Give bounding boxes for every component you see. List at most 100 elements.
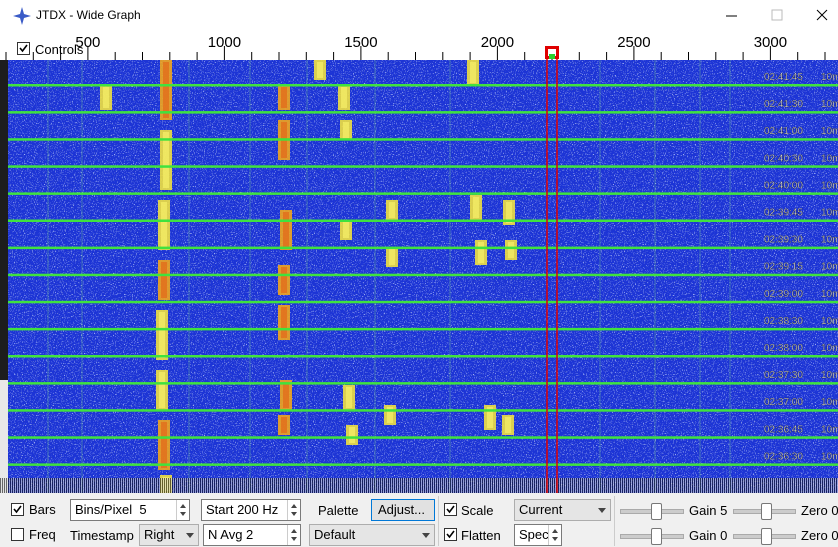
band: 10m: [821, 208, 838, 219]
timestamp: 02:36:30: [764, 451, 803, 462]
adjust-label: Adjust...: [378, 502, 425, 517]
n-avg-value: N Avg 2: [208, 527, 254, 542]
period-line: [8, 409, 838, 412]
scale-checkbox[interactable]: [444, 503, 457, 516]
band: 10m: [821, 153, 838, 164]
timestamp: 02:39:00: [764, 289, 803, 300]
scale-label: 1000: [208, 34, 241, 51]
zero-slider-2[interactable]: [733, 525, 796, 547]
band: 10m: [821, 180, 838, 191]
timestamp: 02:40:30: [764, 153, 803, 164]
band: 10m: [821, 289, 838, 300]
signal-core: [161, 202, 167, 248]
dropdown-arrow: [598, 508, 606, 513]
signal-core: [346, 387, 352, 408]
bins-per-pixel-value: 5: [139, 502, 147, 517]
signal-core: [283, 212, 289, 248]
band: 10m: [821, 370, 838, 381]
spin-arrows[interactable]: [287, 525, 300, 545]
app-icon: [13, 7, 31, 25]
band: 10m: [821, 397, 838, 408]
controls-checkbox[interactable]: [17, 42, 30, 55]
flatten-label: Flatten: [461, 528, 501, 543]
timestamp-combo[interactable]: Right: [139, 524, 199, 546]
bars-checkbox[interactable]: [11, 503, 24, 516]
signal-core: [281, 267, 287, 293]
signal-core: [161, 422, 167, 468]
signal-core: [163, 132, 169, 188]
period-line: [8, 165, 838, 168]
timestamp: 02:40:00: [764, 180, 803, 191]
period-line: [8, 138, 838, 141]
start-value: Start 200 Hz: [206, 502, 279, 517]
separator: [614, 496, 615, 546]
signal-core: [103, 87, 109, 108]
bins-per-pixel-spinbox[interactable]: Bins/Pixel 5: [70, 499, 190, 521]
scale-mode-combo[interactable]: Current: [514, 499, 611, 521]
timestamp: 02:38:30: [764, 316, 803, 327]
period-line: [8, 273, 838, 277]
period-line: [8, 84, 838, 87]
timestamp: 02:41:45: [764, 72, 803, 83]
timestamp: 02:39:30: [764, 235, 803, 246]
n-avg-spinbox[interactable]: N Avg 2: [203, 524, 301, 546]
period-line: [8, 355, 838, 358]
period-line: [8, 246, 838, 250]
band: 10m: [821, 262, 838, 273]
dropdown-arrow: [186, 533, 194, 538]
scale-label: 3000: [754, 34, 787, 51]
freq-label: Freq: [29, 527, 56, 542]
band: 10m: [821, 72, 838, 83]
timestamp: 02:36:45: [764, 424, 803, 435]
signal-core: [478, 242, 484, 263]
signal-core: [487, 407, 493, 428]
signal-core: [341, 87, 347, 108]
timestamp: 02:37:30: [764, 370, 803, 381]
signal-core: [159, 312, 165, 358]
bins-per-pixel-label: Bins/Pixel: [75, 502, 133, 517]
tx-marker: [545, 46, 559, 493]
spec-spinbox[interactable]: Spec 5 %: [514, 524, 562, 546]
palette-combo[interactable]: Default: [309, 524, 435, 546]
timestamp: 02:41:30: [764, 99, 803, 110]
separator: [438, 496, 439, 546]
band: 10m: [821, 343, 838, 354]
signal-core: [343, 122, 349, 138]
gain-slider-2[interactable]: [620, 525, 684, 547]
signal-core: [389, 249, 395, 265]
spin-arrows[interactable]: [287, 500, 300, 520]
signal-core: [473, 197, 479, 218]
frequency-scale: 500 1000 1500 2000 2500 3000: [0, 32, 838, 60]
timestamp: 02:39:45: [764, 208, 803, 219]
adjust-button[interactable]: Adjust...: [371, 499, 435, 521]
zero-bottom-label: Zero 0: [801, 528, 838, 543]
timestamp-label: Timestamp: [70, 528, 134, 543]
signal-core: [508, 242, 514, 258]
band: 10m: [821, 99, 838, 110]
timestamp: 02:39:15: [764, 262, 803, 273]
freq-checkbox[interactable]: [11, 528, 24, 541]
start-spinbox[interactable]: Start 200 Hz: [201, 499, 301, 521]
period-line: [8, 111, 838, 114]
scale-label: 1500: [344, 34, 377, 51]
signal-core: [281, 417, 287, 433]
window-buttons[interactable]: [718, 4, 838, 28]
waterfall-edge: [0, 478, 838, 493]
zero-slider[interactable]: [733, 500, 796, 522]
flatten-checkbox[interactable]: [444, 528, 457, 541]
signal-core: [283, 382, 289, 408]
period-line: [8, 436, 838, 439]
spin-arrows[interactable]: [176, 500, 189, 520]
scale-label: Scale: [461, 503, 494, 518]
period-line: [8, 382, 838, 385]
gain-bottom-label: Gain 0: [689, 528, 728, 543]
period-line: [8, 463, 838, 466]
scale-mode-value: Current: [519, 502, 563, 517]
signal-core: [349, 427, 355, 443]
band: 10m: [821, 451, 838, 462]
spin-arrows[interactable]: [548, 525, 561, 545]
gain-slider[interactable]: [620, 500, 684, 522]
window-title: JTDX - Wide Graph: [36, 8, 141, 22]
signal-core: [387, 407, 393, 423]
